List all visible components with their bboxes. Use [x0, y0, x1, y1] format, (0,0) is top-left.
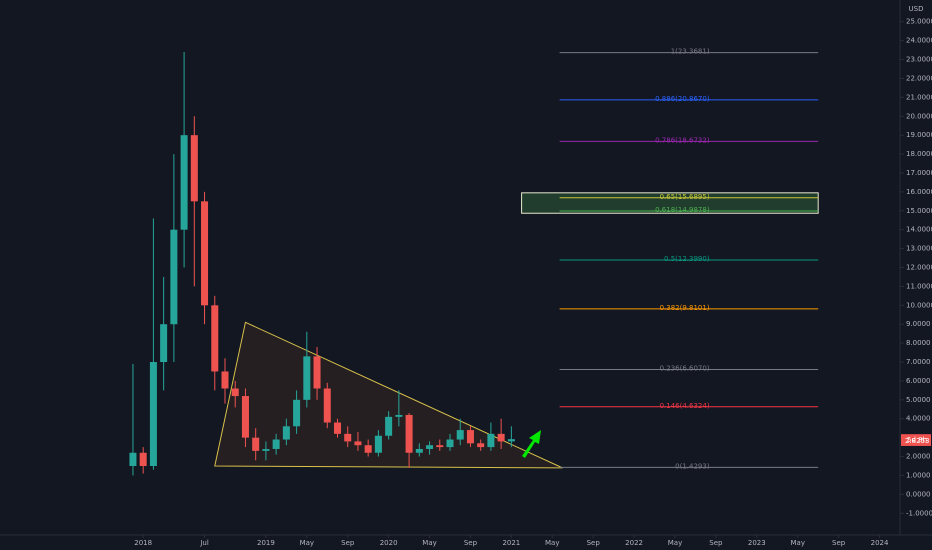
candle-body — [190, 135, 198, 202]
candle-body — [293, 399, 301, 427]
candle-body — [466, 430, 474, 444]
x-tick-label: Sep — [464, 539, 478, 547]
y-tick-label: 25.0000 — [906, 18, 932, 26]
candle-body — [313, 356, 321, 389]
candle-body — [415, 448, 423, 453]
candle-body — [262, 448, 270, 451]
candle-body — [374, 435, 382, 453]
candle-body — [170, 229, 178, 325]
fib-label: 0.146(4.6324) — [660, 402, 710, 410]
y-tick-label: 22.0000 — [906, 74, 932, 82]
x-tick-label: 2024 — [871, 539, 889, 547]
x-tick-label: 2022 — [625, 539, 643, 547]
fib-label: 0.786(18.6732) — [655, 136, 710, 144]
y-tick-label: 14.0000 — [906, 226, 932, 234]
candle-body — [344, 433, 352, 442]
x-tick-label: Sep — [709, 539, 723, 547]
candle-body — [405, 414, 413, 453]
y-tick-label: 15.0000 — [906, 207, 932, 215]
y-tick-label: 13.0000 — [906, 245, 932, 253]
candle-body — [241, 396, 249, 438]
y-tick-label: 7.0000 — [906, 358, 931, 366]
fib-label: 0(1.4293) — [675, 462, 710, 470]
x-tick-label: May — [422, 539, 436, 547]
candle-body — [272, 439, 280, 449]
candle-body — [303, 356, 311, 400]
fib-label: 1(23.3681) — [671, 48, 710, 56]
x-tick-label: May — [300, 539, 314, 547]
fib-label: 0.382(9.8101) — [660, 304, 710, 312]
fib-label: 0.65(15.6895) — [660, 193, 710, 201]
candle-body — [334, 422, 341, 434]
candle-body — [129, 452, 137, 466]
candle-body — [180, 135, 188, 230]
fib-label: 0.618(14.9878) — [655, 206, 710, 214]
y-tick-label: 5.0000 — [906, 396, 931, 404]
candle-body — [149, 362, 157, 466]
y-tick-label: 21.0000 — [906, 93, 932, 101]
y-tick-label: 6.0000 — [906, 377, 931, 385]
candle-body — [221, 371, 229, 389]
candle-body — [354, 441, 362, 446]
arrow — [522, 430, 541, 458]
candle-body — [487, 433, 495, 448]
y-tick-label: 4.0000 — [906, 415, 931, 423]
countdown: 5d 8h — [907, 436, 927, 444]
y-tick-label: 12.0000 — [906, 264, 932, 272]
y-tick-label: 20.0000 — [906, 112, 932, 120]
candle-body — [201, 201, 209, 306]
fib-label: 0.5(12.3990) — [664, 255, 710, 263]
candle-body — [211, 305, 219, 372]
x-tick-label: Sep — [587, 539, 601, 547]
x-tick-label: May — [668, 539, 682, 547]
x-tick-label: 2019 — [257, 539, 275, 547]
unit-label: USD — [909, 5, 924, 13]
price-tag-label: 2.8253 — [905, 437, 930, 445]
candle-body — [139, 452, 147, 466]
candle-body — [497, 433, 505, 442]
candle-body — [456, 430, 464, 440]
y-tick-label: -1.0000 — [906, 509, 932, 517]
y-tick-label: 9.0000 — [906, 320, 931, 328]
y-tick-label: 2.0000 — [906, 453, 931, 461]
x-tick-label: 2020 — [380, 539, 398, 547]
candle-body — [364, 445, 372, 453]
y-tick-label: 23.0000 — [906, 56, 932, 64]
x-tick-label: 2023 — [748, 539, 766, 547]
triangle-pattern — [214, 321, 563, 469]
candle-body — [231, 388, 239, 397]
candle-body — [507, 439, 515, 442]
y-tick-label: 8.0000 — [906, 339, 931, 347]
y-tick-label: 17.0000 — [906, 169, 932, 177]
x-tick-label: May — [545, 539, 559, 547]
x-tick-label: May — [790, 539, 804, 547]
y-tick-label: 10.0000 — [906, 301, 932, 309]
candle-body — [477, 443, 485, 448]
candle-body — [160, 324, 168, 363]
x-tick-label: 2018 — [134, 539, 152, 547]
price-tag — [901, 435, 931, 446]
fib-label: 0.886(20.8670) — [655, 95, 710, 103]
candle-body — [446, 439, 454, 448]
candle-body — [385, 416, 393, 436]
y-tick-label: 18.0000 — [906, 150, 932, 158]
x-tick-label: 2021 — [502, 539, 520, 547]
candle-body — [252, 437, 260, 451]
x-tick-label: Sep — [832, 539, 846, 547]
y-tick-label: 11.0000 — [906, 282, 932, 290]
fib-label: 0.236(6.6070) — [660, 364, 710, 372]
x-tick-label: Sep — [341, 539, 355, 547]
y-tick-label: 0.0000 — [906, 490, 931, 498]
y-tick-label: 19.0000 — [906, 131, 932, 139]
y-tick-label: 24.0000 — [906, 37, 932, 45]
candle-body — [436, 445, 444, 448]
candle-body — [323, 388, 331, 423]
x-tick-label: Jul — [199, 539, 209, 547]
candle-body — [395, 414, 403, 417]
y-tick-label: 1.0000 — [906, 471, 931, 479]
y-tick-label: 16.0000 — [906, 188, 932, 196]
candle-body — [282, 426, 290, 440]
candle-body — [426, 445, 434, 449]
